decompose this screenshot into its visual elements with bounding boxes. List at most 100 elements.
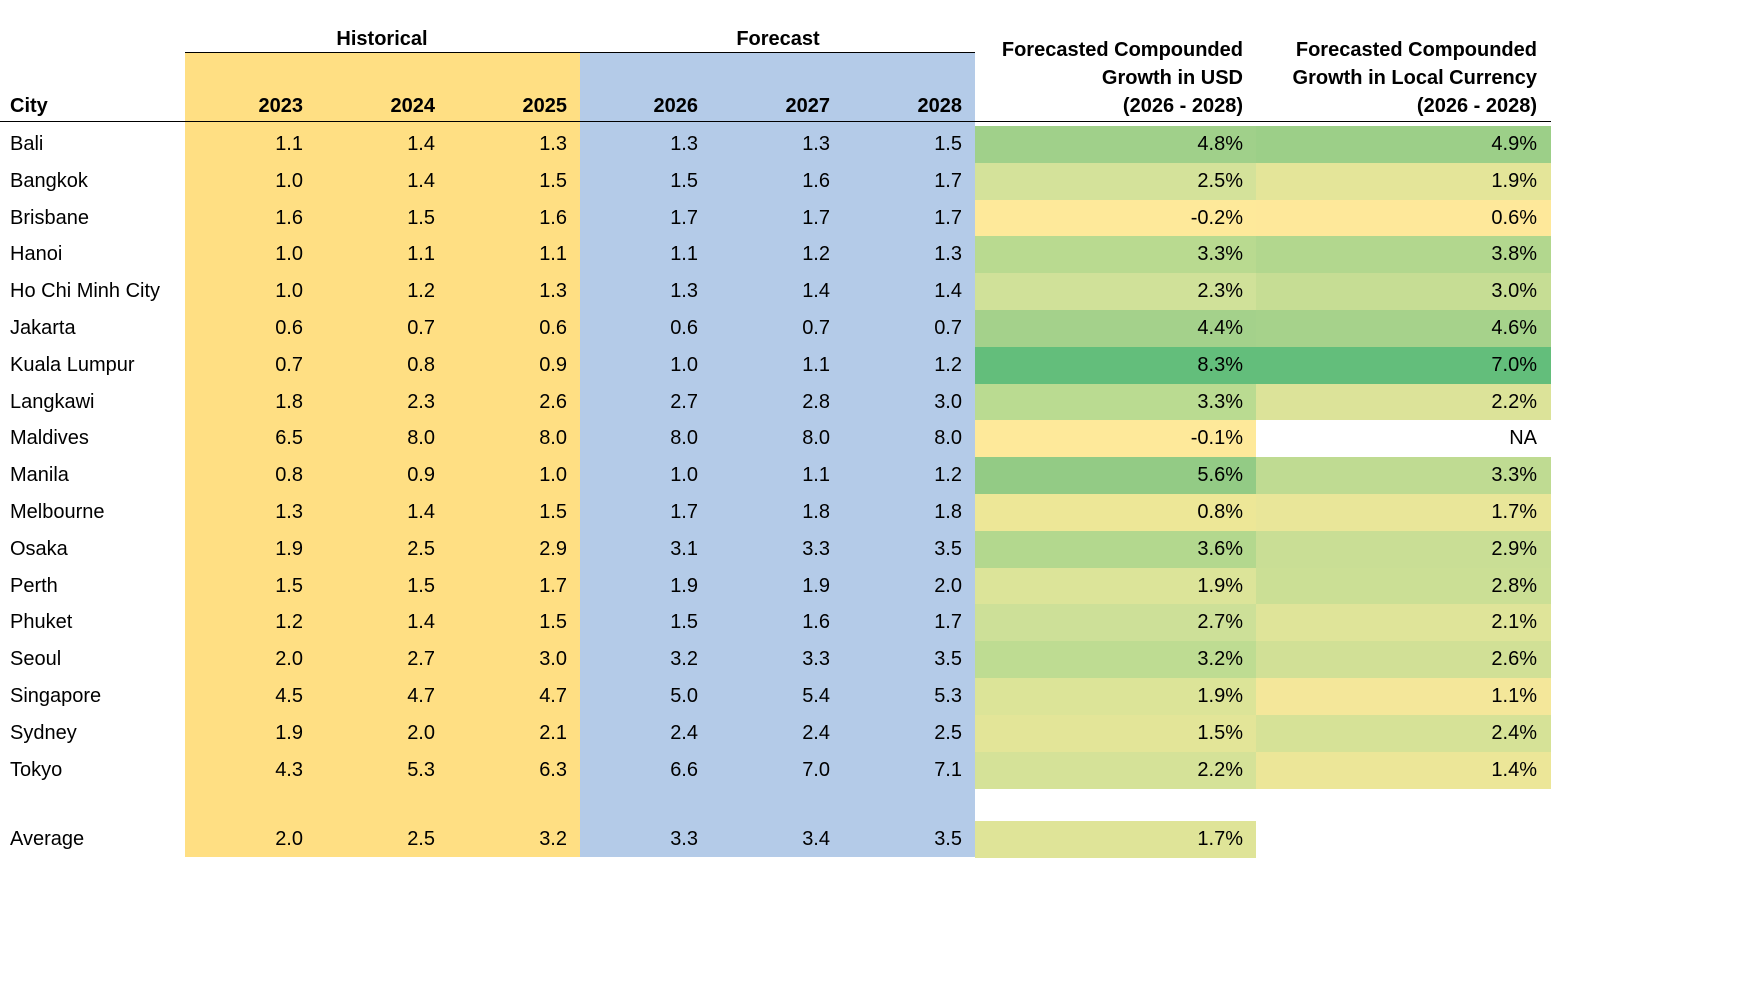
heat-cell xyxy=(975,604,1256,642)
cell-value: 1.9 xyxy=(275,721,303,744)
cell-value: 2.8 xyxy=(802,390,830,413)
cell-value: 3.1 xyxy=(670,537,698,560)
cell-value: 8.0 xyxy=(539,427,567,450)
cell-value: -0.2% xyxy=(1190,206,1243,229)
cell-value: 3.3 xyxy=(802,537,830,560)
cell-value: 5.4 xyxy=(802,685,830,707)
cell-value: 3.8% xyxy=(1491,243,1537,266)
cell-value: 2.1 xyxy=(539,721,567,744)
cell-value: 1.8 xyxy=(802,501,830,523)
cell-value: 1.8 xyxy=(275,390,303,413)
cell-value: 2.6 xyxy=(539,390,567,413)
forecast-band xyxy=(580,52,975,857)
heat-cell xyxy=(975,162,1256,200)
cell-value: 3.3% xyxy=(1197,390,1243,413)
cell-value: 1.6 xyxy=(275,206,303,229)
column-header: 2025 xyxy=(522,95,568,117)
cell-value: 1.7 xyxy=(802,206,830,229)
city-name: Jakarta xyxy=(10,317,76,339)
heat-cell xyxy=(975,678,1256,715)
cell-value: 3.5 xyxy=(934,828,962,850)
cell-value: 4.8% xyxy=(1197,133,1243,155)
heat-cell xyxy=(1256,567,1551,605)
heat-cell xyxy=(975,714,1256,752)
cell-value: 1.5 xyxy=(539,611,567,634)
cell-value: 2.9 xyxy=(539,537,567,560)
cell-value: 1.1 xyxy=(407,243,435,266)
cell-value: 2.4 xyxy=(670,721,698,744)
cell-value: 1.1% xyxy=(1491,685,1537,707)
cell-value: 0.7 xyxy=(275,353,303,376)
cell-value: 1.3 xyxy=(539,133,567,155)
cell-value: 1.7 xyxy=(670,501,698,523)
column-header: (2026 - 2028) xyxy=(1122,95,1243,117)
heat-cell xyxy=(1256,494,1551,531)
heat-cell xyxy=(975,567,1256,605)
cell-value: 1.7 xyxy=(934,611,962,634)
cell-value: 3.2% xyxy=(1197,648,1243,671)
cell-value: 2.8% xyxy=(1491,574,1537,597)
cell-value: 1.4 xyxy=(407,133,435,155)
cell-value: 5.3 xyxy=(407,758,435,781)
cell-value: 0.6% xyxy=(1491,206,1537,229)
cell-value: 1.1 xyxy=(670,243,698,266)
cell-value: 1.2 xyxy=(275,611,303,634)
cell-value: 1.7 xyxy=(934,206,962,229)
cell-value: 2.1% xyxy=(1491,611,1537,634)
city-name: Melbourne xyxy=(10,501,105,523)
cell-value: 1.9% xyxy=(1197,685,1243,707)
heat-cell xyxy=(1256,126,1551,163)
cell-value: 4.5 xyxy=(275,685,303,707)
column-header: Growth in USD xyxy=(1101,67,1243,89)
cell-value: 1.5% xyxy=(1197,721,1243,744)
heat-cell xyxy=(1256,199,1551,237)
cell-value: 1.3 xyxy=(670,280,698,303)
cell-value: 1.4 xyxy=(407,611,435,634)
heat-cell xyxy=(975,310,1256,347)
cell-value: 1.7 xyxy=(539,574,567,597)
cell-value: 1.9% xyxy=(1197,574,1243,597)
cell-value: 2.7% xyxy=(1197,611,1243,634)
cell-value: 2.0 xyxy=(275,648,303,671)
heat-cell xyxy=(975,821,1256,858)
column-header: 2023 xyxy=(258,95,304,117)
cell-value: 5.0 xyxy=(670,685,698,707)
cell-value: 1.0 xyxy=(670,464,698,487)
column-header: Growth in Local Currency xyxy=(1292,67,1537,89)
heat-cell xyxy=(1256,604,1551,642)
cell-value: 2.0 xyxy=(407,721,435,744)
column-header: 2024 xyxy=(390,95,436,117)
column-header: City xyxy=(10,95,48,117)
cell-value: 3.6% xyxy=(1197,537,1243,560)
cell-value: 0.8 xyxy=(275,464,303,487)
cell-value: 1.7 xyxy=(670,206,698,229)
cell-value: 1.0 xyxy=(275,243,303,266)
cell-value: 2.2% xyxy=(1491,390,1537,413)
city-name: Kuala Lumpur xyxy=(10,353,135,376)
city-name: Manila xyxy=(10,464,69,487)
cell-value: 1.5 xyxy=(275,574,303,597)
cell-value: 2.3 xyxy=(407,390,435,413)
city-name: Hanoi xyxy=(10,243,63,266)
cell-value: 1.0 xyxy=(539,464,567,487)
cell-value: 2.7 xyxy=(670,390,698,413)
city-name: Osaka xyxy=(10,537,68,560)
heat-cell xyxy=(975,199,1256,237)
cell-value: 2.5 xyxy=(407,828,435,850)
cell-value: 3.0% xyxy=(1491,280,1537,303)
cell-value: 1.2 xyxy=(934,464,962,487)
cell-value: 0.7 xyxy=(802,317,830,339)
cell-value: 1.1 xyxy=(275,133,303,155)
cell-value: 1.5 xyxy=(407,574,435,597)
cell-value: 8.0 xyxy=(934,427,962,450)
historical-band xyxy=(185,52,580,857)
cell-value: 1.3 xyxy=(275,501,303,523)
cell-value: 6.3 xyxy=(539,758,567,781)
city-name: Perth xyxy=(10,574,58,597)
cell-value: 3.3% xyxy=(1491,464,1537,487)
cell-value: 4.6% xyxy=(1491,317,1537,339)
cell-value: 1.5 xyxy=(407,206,435,229)
cell-value: 1.3 xyxy=(802,133,830,155)
column-header: 2026 xyxy=(653,95,699,117)
cell-value: 3.5 xyxy=(934,648,962,671)
